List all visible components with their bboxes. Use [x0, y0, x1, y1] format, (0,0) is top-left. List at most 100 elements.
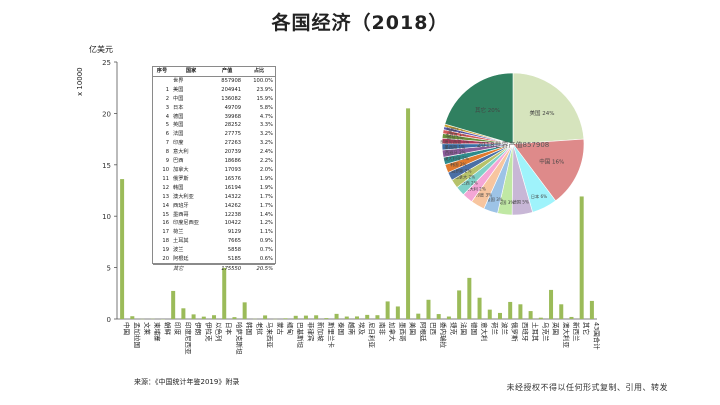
table-cell: 1.1% — [259, 229, 273, 236]
bar — [436, 314, 441, 319]
table-cell: 墨西哥 — [173, 211, 189, 218]
table-cell: 204941 — [221, 86, 242, 93]
table-cell: 荷兰 — [173, 229, 184, 236]
table-cell: 27775 — [224, 131, 242, 138]
pie-label: 加拿大 2% — [455, 174, 476, 181]
table-cell: 土耳其 — [173, 238, 189, 245]
table-cell: 1.7% — [259, 193, 273, 200]
bar — [395, 306, 400, 319]
bar — [355, 316, 359, 319]
table-cell: 2.2% — [259, 158, 273, 165]
x-tick-label: 以色列 — [215, 322, 224, 342]
pie-label: 日本 6% — [531, 193, 547, 200]
pie-label: 印度 3% — [476, 191, 492, 198]
table-cell: 12 — [162, 184, 169, 191]
x-tick-label: 韩国 — [245, 322, 254, 335]
table-cell: 法国 — [173, 131, 184, 138]
table-row: 14 西班牙 14262 1.7% — [153, 202, 275, 211]
pie-slice — [512, 72, 585, 145]
bar — [446, 316, 451, 319]
table-header-share: 占比 — [243, 67, 275, 77]
table-row: 1 美国 204941 23.9% — [153, 86, 275, 95]
x-tick-label: 朝鲜 — [163, 322, 172, 336]
x-tick-label: 缅甸 — [286, 322, 295, 335]
bar — [375, 315, 380, 319]
x-tick-label: 委内瑞拉 — [439, 322, 448, 349]
table-cell: 加拿大 — [173, 166, 189, 173]
x-tick-label: 中国 — [123, 322, 132, 335]
table-cell: 7665 — [227, 238, 242, 245]
bar — [467, 277, 472, 319]
table-cell: 6 — [165, 131, 169, 138]
x-tick-label: 土耳其 — [531, 322, 540, 342]
table-cell: 18 — [162, 238, 169, 245]
table-cell: 14262 — [224, 202, 242, 209]
bar — [334, 313, 339, 319]
x-tick-label: 印度尼西亚 — [184, 322, 193, 355]
bar — [344, 316, 349, 319]
x-tick-label: 澳大利亚 — [562, 322, 571, 349]
table-cell: 857908 — [221, 77, 242, 84]
x-tick-label: 埃及 — [358, 322, 367, 336]
table-row: 5 英国 28252 3.3% — [153, 121, 275, 130]
x-tick-label: 伊朗 — [194, 322, 203, 335]
table-row: 16 印度尼西亚 10422 1.2% — [153, 219, 275, 228]
x-tick-label: 波兰 — [500, 322, 509, 336]
table-cell: 1.9% — [259, 175, 273, 182]
pie-label: 英国 3% — [498, 199, 514, 206]
table-cell: 20.5% — [243, 263, 275, 274]
table-cell: 其它 — [171, 263, 212, 274]
table-cell: 28252 — [224, 122, 242, 129]
table-row: 17 荷兰 9129 1.1% — [153, 228, 275, 237]
x-tick-label: 泰国 — [337, 322, 346, 335]
x-tick-label: 文莱 — [143, 322, 152, 336]
bar — [406, 108, 411, 320]
table-cell: 4 — [165, 113, 169, 120]
table-cell: 1.2% — [259, 220, 273, 227]
x-tick-label: 斯里兰卡 — [327, 322, 336, 349]
table-cell: 10422 — [224, 220, 242, 227]
table-cell: 15 — [162, 211, 169, 218]
x-tick-label: 加拿大 — [388, 322, 397, 342]
table-cell: 9 — [165, 158, 169, 165]
x-tick-label: 巴西 — [429, 322, 437, 336]
x-tick-label: 43国合计 — [592, 322, 601, 350]
table-cell: 14 — [162, 202, 169, 209]
table-row: 18 土耳其 7665 0.9% — [153, 237, 275, 246]
x-tick-label: 德国 — [470, 322, 479, 335]
pie-label: 土耳其 1% — [445, 131, 466, 138]
table-cell: 2 — [165, 95, 169, 102]
x-tick-label: 捷克 — [449, 322, 458, 336]
table-cell: 1 — [165, 86, 169, 93]
pie-label: 巴西 2% — [461, 181, 477, 187]
x-tick-label: 新西兰 — [572, 322, 581, 342]
y-tick-label: 25 — [102, 59, 111, 67]
x-tick-label: 墨西哥 — [398, 322, 406, 342]
table-cell: 39968 — [224, 113, 242, 120]
table-row: 8 意大利 20739 2.4% — [153, 148, 275, 157]
x-tick-label: 俄罗斯 — [511, 322, 520, 342]
bar — [120, 179, 125, 319]
table-cell: 1.9% — [259, 184, 273, 191]
table-cell: 136082 — [221, 95, 242, 102]
table-cell: 中国 — [173, 95, 184, 102]
x-tick-label: 伊拉克 — [204, 322, 213, 342]
table-cell: 11 — [162, 175, 169, 182]
table-cell: 17093 — [224, 166, 242, 173]
bar — [222, 267, 227, 319]
table-row-other: 其它 175550 20.5% — [153, 263, 275, 274]
table-cell: 8 — [165, 149, 169, 156]
pie-label: 印度尼西亚 1% — [440, 138, 469, 145]
table-cell: 俄罗斯 — [173, 175, 189, 182]
bar — [283, 318, 288, 319]
table-row: 2 中国 136082 15.9% — [153, 95, 275, 104]
pie-label: 澳大利亚 2% — [444, 155, 469, 162]
bar — [232, 317, 237, 319]
table-cell: 西班牙 — [173, 202, 189, 209]
table-row: 4 德国 39968 4.7% — [153, 113, 275, 122]
bar — [263, 315, 268, 319]
x-tick-label: 英国 — [552, 322, 561, 335]
bar — [385, 301, 390, 319]
bar — [518, 304, 523, 319]
x-tick-label: 孟加拉国 — [133, 322, 142, 348]
